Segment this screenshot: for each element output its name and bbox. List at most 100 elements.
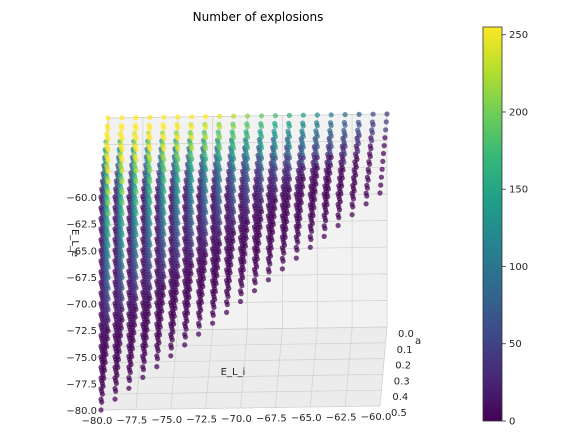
data-point	[203, 145, 209, 152]
data-point	[335, 222, 341, 229]
data-point	[217, 220, 223, 226]
data-point	[200, 276, 207, 282]
x-axis-label: E_L_i	[221, 367, 246, 378]
data-point	[300, 176, 306, 182]
data-point	[115, 364, 121, 371]
data-point	[251, 288, 258, 294]
chart-title: Number of explosions	[193, 10, 324, 24]
data-point	[119, 306, 125, 313]
data-point	[314, 112, 320, 118]
data-point	[227, 270, 233, 276]
data-point	[198, 299, 204, 306]
data-point	[356, 133, 362, 139]
data-point	[189, 263, 195, 269]
data-point	[119, 296, 125, 302]
data-point	[173, 297, 179, 303]
data-point	[244, 209, 251, 215]
data-point	[189, 220, 195, 226]
data-point	[99, 391, 105, 397]
x-tick-label: −75.0	[151, 415, 182, 426]
data-point	[168, 345, 174, 351]
colorbar-bar	[482, 26, 503, 422]
data-point	[307, 244, 313, 250]
data-point	[270, 229, 276, 235]
data-point	[325, 186, 331, 192]
data-point	[119, 189, 125, 195]
data-point	[244, 166, 251, 172]
data-point	[189, 124, 195, 131]
data-point	[252, 280, 258, 286]
data-point	[383, 119, 389, 125]
grid-x-floor	[344, 327, 353, 407]
data-point	[133, 221, 139, 227]
data-point	[161, 210, 167, 216]
data-point	[119, 317, 125, 323]
data-point	[231, 166, 237, 172]
y-axis-label: a	[415, 336, 421, 347]
data-point	[100, 383, 106, 389]
data-point	[336, 207, 343, 213]
data-point	[231, 188, 237, 194]
data-point	[186, 294, 192, 301]
data-point	[267, 261, 273, 267]
data-point	[112, 396, 118, 402]
data-point	[189, 178, 195, 184]
data-point	[217, 177, 223, 183]
data-point	[160, 292, 166, 299]
data-point	[226, 278, 232, 284]
data-point	[154, 356, 161, 362]
data-point	[231, 134, 237, 141]
data-point	[365, 177, 371, 183]
data-point	[175, 242, 181, 248]
data-point	[196, 323, 202, 329]
data-point	[241, 259, 247, 265]
colorbar-tick-label: 0	[509, 417, 515, 428]
grid-a-floor	[105, 358, 385, 363]
data-point	[256, 240, 262, 246]
data-point	[161, 263, 167, 269]
data-point	[117, 341, 123, 347]
data-point	[217, 167, 223, 173]
data-point	[133, 242, 139, 248]
data-point	[272, 144, 278, 151]
data-point	[144, 327, 150, 333]
data-point	[272, 134, 278, 140]
z-tick-label: −72.5	[66, 326, 97, 337]
data-point	[147, 253, 153, 259]
grid-z-back	[107, 273, 388, 279]
data-point	[168, 353, 174, 359]
data-point	[286, 144, 292, 150]
grid-a-floor	[100, 405, 381, 411]
data-point	[353, 172, 359, 178]
data-point	[254, 256, 260, 262]
data-point	[133, 136, 139, 142]
data-point	[351, 188, 357, 194]
data-point	[216, 249, 222, 255]
z-tick-label: −67.5	[66, 273, 97, 284]
data-point	[258, 155, 265, 161]
data-point	[281, 242, 288, 248]
data-point	[119, 125, 125, 131]
data-point	[131, 322, 138, 328]
data-point	[175, 189, 181, 195]
data-point	[237, 298, 244, 305]
data-point	[161, 253, 167, 259]
data-point	[272, 176, 278, 183]
data-point	[328, 144, 334, 150]
data-point	[189, 199, 195, 205]
data-point	[119, 275, 125, 281]
data-point	[147, 232, 153, 238]
data-point	[157, 324, 163, 330]
data-point	[147, 146, 153, 152]
data-point	[244, 156, 251, 162]
data-point	[133, 115, 139, 121]
data-point	[161, 221, 167, 227]
data-point	[258, 177, 265, 183]
data-point	[256, 232, 262, 238]
data-point	[169, 337, 175, 343]
data-point	[143, 335, 149, 341]
data-point	[147, 200, 153, 206]
data-point	[299, 192, 305, 198]
data-point	[314, 155, 320, 161]
data-point	[258, 123, 265, 130]
